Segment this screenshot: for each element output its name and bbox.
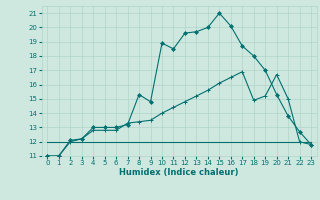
X-axis label: Humidex (Indice chaleur): Humidex (Indice chaleur) (119, 168, 239, 177)
